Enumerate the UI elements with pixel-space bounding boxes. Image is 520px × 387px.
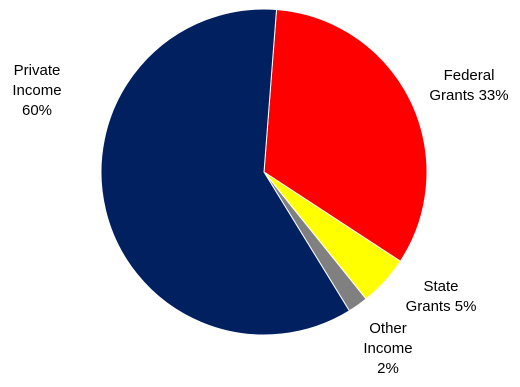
pie-label-line: Grants 33% — [429, 87, 508, 104]
pie-label-line: Federal — [444, 67, 495, 84]
pie-label-private-income-60: Private Income 60% — [12, 62, 61, 119]
pie-label-line: Private — [14, 62, 61, 79]
pie-label-line: Income — [12, 82, 61, 99]
pie-label-line: Income — [363, 340, 412, 357]
pie-label-line: Other — [369, 320, 407, 337]
pie-slices — [100, 8, 428, 336]
pie-slice-private-income-60 — [100, 8, 351, 336]
pie-label-federal-grants-33: Federal Grants 33% — [429, 67, 508, 104]
pie-label-other-income-2: Other Income 2% — [363, 320, 412, 377]
pie-label-state-grants-5: State Grants 5% — [406, 278, 477, 315]
pie-label-line: Grants 5% — [406, 298, 477, 315]
pie-label-line: 60% — [22, 102, 52, 119]
pie-label-line: State — [423, 278, 458, 295]
pie-label-line: 2% — [377, 360, 399, 377]
pie-labels: Federal Grants 33% State Grants 5% Other Inco… — [12, 62, 508, 377]
